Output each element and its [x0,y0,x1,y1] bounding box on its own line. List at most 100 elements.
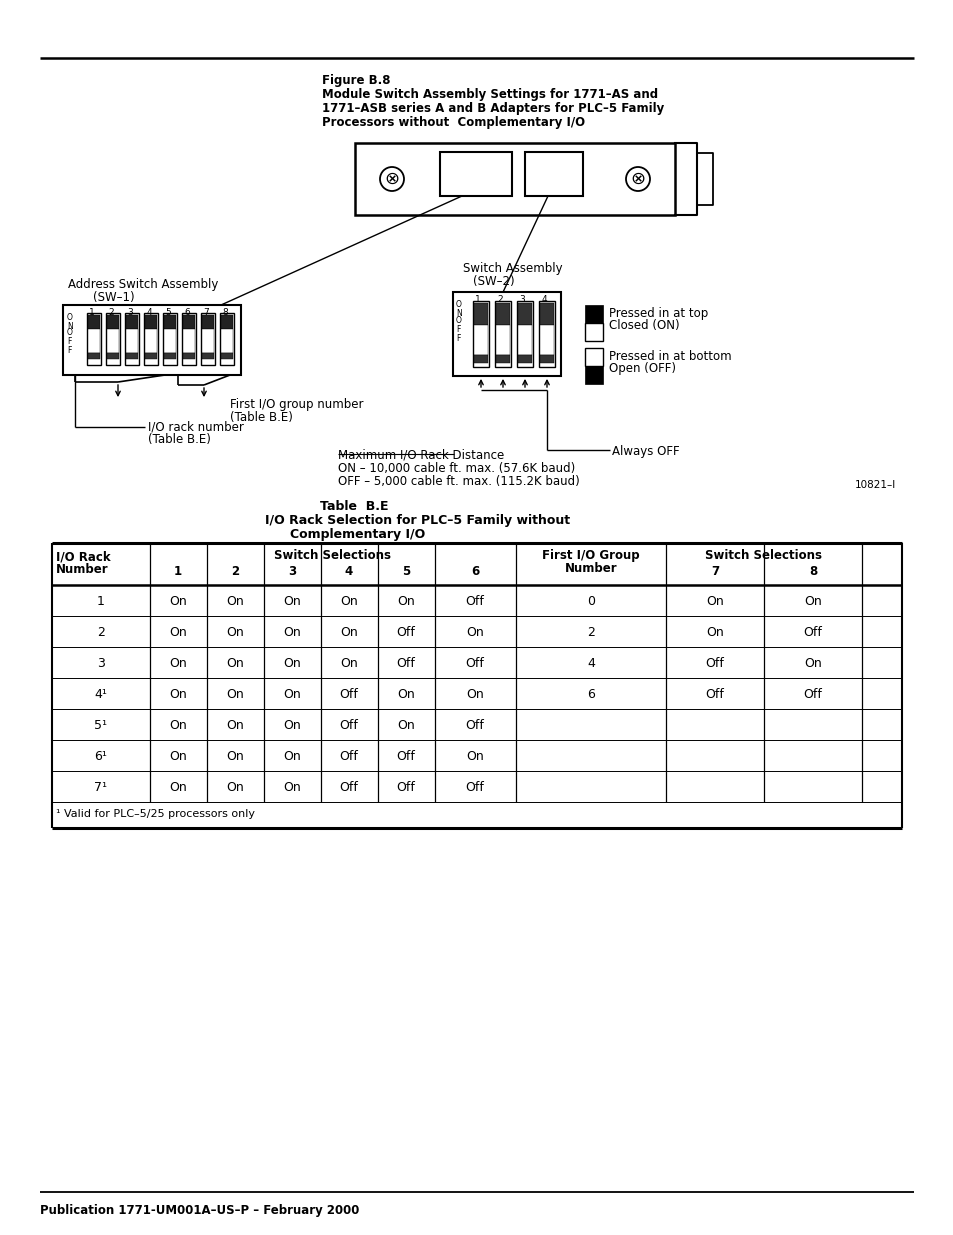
Bar [164,353,175,359]
Text: 6: 6 [184,308,190,317]
Text: Always OFF: Always OFF [612,445,679,458]
Text: O
F
F: O F F [456,316,461,343]
Bar [88,315,100,329]
Bar [126,353,138,359]
Bar [584,348,602,366]
Text: 1: 1 [97,595,105,608]
Bar [584,366,602,384]
Bar [145,353,157,359]
Text: 4: 4 [586,657,595,671]
Bar [164,315,175,329]
Text: ⊗: ⊗ [630,170,645,188]
Text: On: On [226,750,244,763]
Text: Switch Selections: Switch Selections [274,550,391,562]
Text: 0: 0 [586,595,595,608]
Bar [496,303,510,325]
Bar [539,325,554,354]
Text: Off: Off [705,657,723,671]
Text: Off: Off [396,750,415,763]
Text: Processors without  Complementary I/O: Processors without Complementary I/O [322,116,584,128]
Text: ON – 10,000 cable ft. max. (57.6K baud): ON – 10,000 cable ft. max. (57.6K baud) [337,462,575,475]
Bar [88,329,100,353]
Bar [182,312,195,366]
Bar [107,329,119,353]
Text: 6: 6 [471,564,478,578]
Text: (SW–2): (SW–2) [473,275,514,288]
Bar [495,301,511,367]
Bar [164,329,175,353]
Text: Address Switch Assembly: Address Switch Assembly [68,278,218,291]
Text: Off: Off [465,781,484,794]
Bar [473,301,489,367]
Bar [584,324,602,341]
Text: ⊗: ⊗ [384,170,399,188]
Bar [517,303,532,325]
Text: On: On [466,688,483,701]
Text: 1: 1 [89,308,94,317]
Text: (Table B.E): (Table B.E) [148,433,211,446]
Text: On: On [283,781,300,794]
Text: Off: Off [339,688,358,701]
Text: Pressed in at bottom: Pressed in at bottom [608,350,731,363]
Bar [145,329,157,353]
Text: On: On [283,750,300,763]
Bar [87,312,101,366]
Text: On: On [169,657,187,671]
Text: On: On [226,781,244,794]
Bar [439,152,512,196]
Bar [126,315,138,329]
Bar [145,315,157,329]
Text: Off: Off [465,657,484,671]
Text: 10821–I: 10821–I [854,480,895,490]
Bar [474,303,488,325]
Text: 7¹: 7¹ [94,781,108,794]
Text: Off: Off [339,750,358,763]
Bar [221,353,233,359]
Text: 7: 7 [710,564,719,578]
Bar [106,312,120,366]
Text: 2: 2 [586,626,595,638]
Text: On: On [396,688,415,701]
Text: On: On [466,626,483,638]
Text: 5¹: 5¹ [94,719,108,732]
Text: On: On [283,657,300,671]
Text: 4: 4 [345,564,353,578]
Text: Closed (ON): Closed (ON) [608,319,679,332]
Text: On: On [226,657,244,671]
Text: (Table B.E): (Table B.E) [230,411,293,424]
Text: On: On [169,719,187,732]
Text: On: On [283,595,300,608]
Text: 3: 3 [97,657,105,671]
Text: On: On [705,595,723,608]
Text: On: On [803,595,821,608]
Text: Off: Off [705,688,723,701]
Bar [220,312,233,366]
Text: Off: Off [396,626,415,638]
Text: On: On [169,595,187,608]
Text: Number: Number [564,562,617,576]
Text: On: On [169,688,187,701]
Text: Off: Off [465,719,484,732]
Text: I/O rack number: I/O rack number [148,420,244,433]
Text: Off: Off [465,595,484,608]
Bar [163,312,177,366]
Text: First I/O Group: First I/O Group [541,550,639,562]
Text: On: On [283,688,300,701]
Bar [202,353,213,359]
Text: 1: 1 [475,295,480,304]
Text: I/O Rack Selection for PLC–5 Family without: I/O Rack Selection for PLC–5 Family with… [265,514,570,527]
Text: 2: 2 [497,295,502,304]
Text: 8: 8 [222,308,228,317]
Bar [183,329,194,353]
Text: 2: 2 [97,626,105,638]
Text: 6¹: 6¹ [94,750,108,763]
Bar [202,329,213,353]
Text: On: On [226,688,244,701]
Text: On: On [169,750,187,763]
Text: ¹ Valid for PLC–5/25 processors only: ¹ Valid for PLC–5/25 processors only [56,809,254,819]
Text: First I/O group number: First I/O group number [230,398,363,411]
Bar [221,315,233,329]
Text: 3: 3 [127,308,132,317]
Text: On: On [283,626,300,638]
Text: 2: 2 [108,308,113,317]
